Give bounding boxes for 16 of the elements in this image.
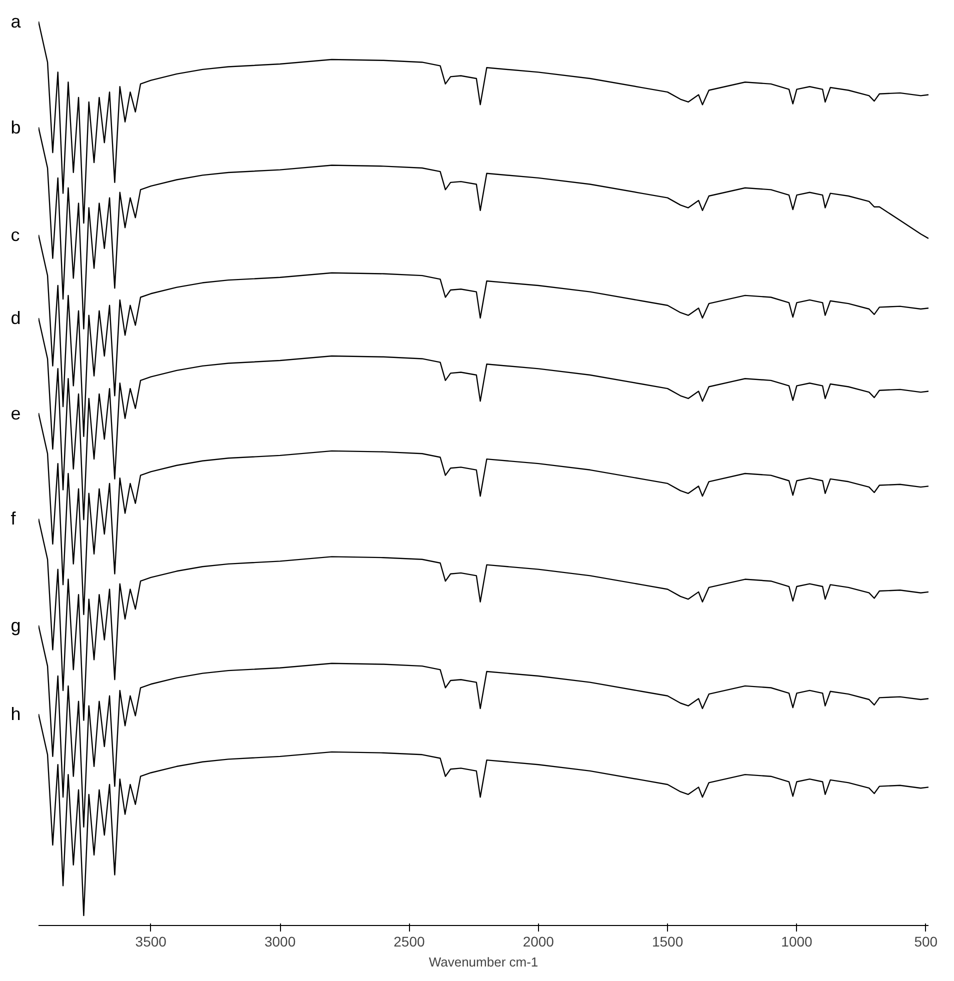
series-label: h [10,704,21,724]
x-tick-label: 2000 [522,934,554,950]
x-tick-label: 2500 [394,934,426,950]
series-label: c [10,224,20,245]
series-label: b [10,117,21,138]
x-axis-title: Wavenumber cm-1 [428,954,538,970]
series-label: f [10,508,17,529]
x-tick-label: 3500 [135,934,167,950]
x-tick-label: 1500 [652,934,684,950]
x-tick-label: 500 [914,934,938,950]
series-label: a [10,12,22,32]
x-tick-label: 3000 [264,934,296,950]
series-label: d [10,308,21,328]
series-label: g [10,615,21,636]
x-tick-label: 1000 [781,934,813,950]
series-label: e [10,403,21,424]
